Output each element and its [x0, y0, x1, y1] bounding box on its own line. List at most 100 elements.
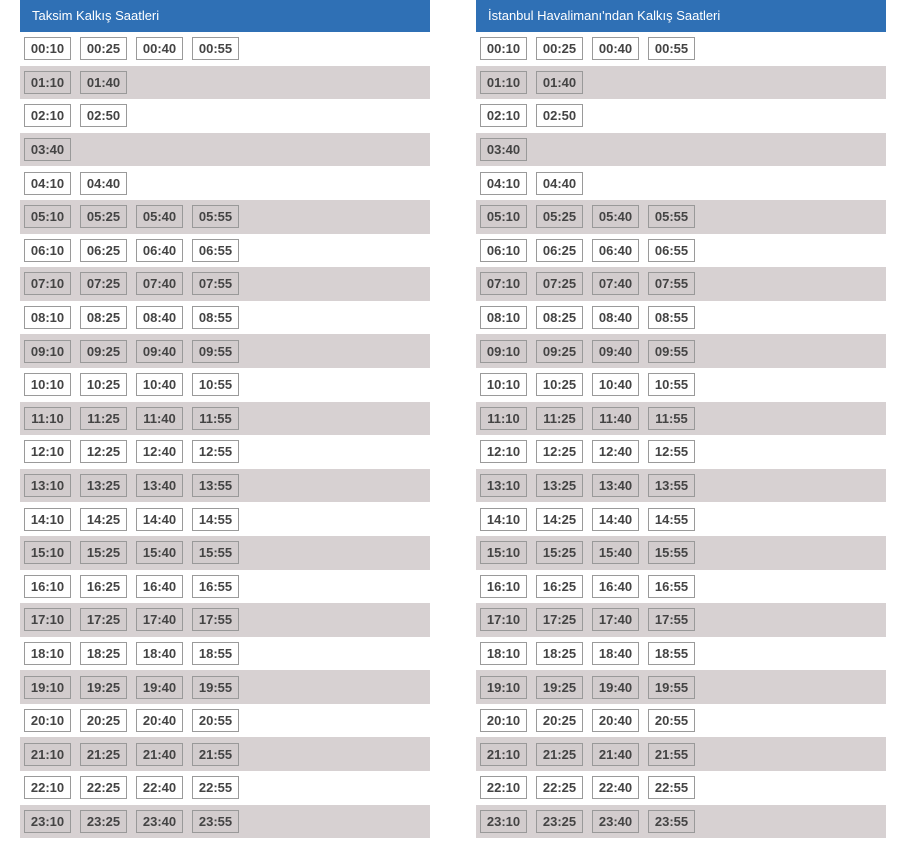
departure-time[interactable]: 04:40: [80, 171, 127, 195]
departure-time[interactable]: 00:40: [136, 37, 183, 61]
departure-time[interactable]: 14:10: [24, 507, 71, 531]
departure-time[interactable]: 00:10: [24, 37, 71, 61]
departure-time[interactable]: 00:10: [480, 37, 527, 61]
departure-time[interactable]: 11:55: [648, 406, 695, 430]
departure-time[interactable]: 18:55: [648, 641, 695, 665]
departure-time[interactable]: 05:10: [480, 205, 527, 229]
departure-time[interactable]: 05:40: [136, 205, 183, 229]
departure-time[interactable]: 23:55: [648, 809, 695, 833]
departure-time[interactable]: 17:10: [480, 608, 527, 632]
departure-time[interactable]: 21:55: [192, 742, 239, 766]
departure-time[interactable]: 06:10: [480, 238, 527, 262]
departure-time[interactable]: 01:10: [480, 70, 527, 94]
departure-time[interactable]: 08:10: [24, 306, 71, 330]
departure-time[interactable]: 02:50: [536, 104, 583, 128]
departure-time[interactable]: 22:40: [136, 776, 183, 800]
departure-time[interactable]: 14:40: [592, 507, 639, 531]
departure-time[interactable]: 07:25: [80, 272, 127, 296]
departure-time[interactable]: 10:25: [80, 373, 127, 397]
departure-time[interactable]: 06:40: [136, 238, 183, 262]
departure-time[interactable]: 10:40: [592, 373, 639, 397]
departure-time[interactable]: 14:55: [648, 507, 695, 531]
departure-time[interactable]: 20:55: [648, 709, 695, 733]
departure-time[interactable]: 05:55: [192, 205, 239, 229]
departure-time[interactable]: 07:10: [24, 272, 71, 296]
departure-time[interactable]: 21:40: [136, 742, 183, 766]
departure-time[interactable]: 01:40: [536, 70, 583, 94]
departure-time[interactable]: 11:25: [80, 406, 127, 430]
departure-time[interactable]: 20:25: [536, 709, 583, 733]
departure-time[interactable]: 18:40: [592, 641, 639, 665]
departure-time[interactable]: 06:25: [80, 238, 127, 262]
departure-time[interactable]: 21:10: [24, 742, 71, 766]
departure-time[interactable]: 16:10: [24, 574, 71, 598]
departure-time[interactable]: 22:40: [592, 776, 639, 800]
departure-time[interactable]: 18:55: [192, 641, 239, 665]
departure-time[interactable]: 11:10: [24, 406, 71, 430]
departure-time[interactable]: 23:55: [192, 809, 239, 833]
departure-time[interactable]: 14:10: [480, 507, 527, 531]
departure-time[interactable]: 20:10: [480, 709, 527, 733]
departure-time[interactable]: 17:40: [592, 608, 639, 632]
departure-time[interactable]: 22:25: [536, 776, 583, 800]
departure-time[interactable]: 00:25: [80, 37, 127, 61]
departure-time[interactable]: 22:55: [648, 776, 695, 800]
departure-time[interactable]: 05:40: [592, 205, 639, 229]
departure-time[interactable]: 09:25: [536, 339, 583, 363]
departure-time[interactable]: 08:40: [592, 306, 639, 330]
departure-time[interactable]: 15:40: [592, 541, 639, 565]
departure-time[interactable]: 11:55: [192, 406, 239, 430]
departure-time[interactable]: 08:55: [648, 306, 695, 330]
departure-time[interactable]: 08:25: [536, 306, 583, 330]
departure-time[interactable]: 23:10: [24, 809, 71, 833]
departure-time[interactable]: 07:10: [480, 272, 527, 296]
departure-time[interactable]: 16:25: [80, 574, 127, 598]
departure-time[interactable]: 15:25: [80, 541, 127, 565]
departure-time[interactable]: 17:25: [80, 608, 127, 632]
departure-time[interactable]: 04:10: [480, 171, 527, 195]
departure-time[interactable]: 19:10: [24, 675, 71, 699]
departure-time[interactable]: 13:40: [136, 474, 183, 498]
departure-time[interactable]: 21:55: [648, 742, 695, 766]
departure-time[interactable]: 05:25: [536, 205, 583, 229]
departure-time[interactable]: 02:10: [24, 104, 71, 128]
departure-time[interactable]: 21:25: [536, 742, 583, 766]
departure-time[interactable]: 19:55: [648, 675, 695, 699]
departure-time[interactable]: 08:55: [192, 306, 239, 330]
departure-time[interactable]: 12:55: [192, 440, 239, 464]
departure-time[interactable]: 14:55: [192, 507, 239, 531]
departure-time[interactable]: 19:10: [480, 675, 527, 699]
departure-time[interactable]: 12:10: [480, 440, 527, 464]
departure-time[interactable]: 07:40: [136, 272, 183, 296]
departure-time[interactable]: 16:40: [136, 574, 183, 598]
departure-time[interactable]: 12:40: [592, 440, 639, 464]
departure-time[interactable]: 12:10: [24, 440, 71, 464]
departure-time[interactable]: 08:25: [80, 306, 127, 330]
departure-time[interactable]: 04:40: [536, 171, 583, 195]
departure-time[interactable]: 17:10: [24, 608, 71, 632]
departure-time[interactable]: 19:40: [592, 675, 639, 699]
departure-time[interactable]: 09:40: [136, 339, 183, 363]
departure-time[interactable]: 06:40: [592, 238, 639, 262]
departure-time[interactable]: 09:55: [648, 339, 695, 363]
departure-time[interactable]: 15:25: [536, 541, 583, 565]
departure-time[interactable]: 15:55: [648, 541, 695, 565]
departure-time[interactable]: 09:40: [592, 339, 639, 363]
departure-time[interactable]: 20:55: [192, 709, 239, 733]
departure-time[interactable]: 03:40: [480, 138, 527, 162]
departure-time[interactable]: 16:55: [648, 574, 695, 598]
departure-time[interactable]: 19:25: [80, 675, 127, 699]
departure-time[interactable]: 21:40: [592, 742, 639, 766]
departure-time[interactable]: 13:10: [24, 474, 71, 498]
departure-time[interactable]: 04:10: [24, 171, 71, 195]
departure-time[interactable]: 21:10: [480, 742, 527, 766]
departure-time[interactable]: 12:55: [648, 440, 695, 464]
departure-time[interactable]: 07:40: [592, 272, 639, 296]
departure-time[interactable]: 19:55: [192, 675, 239, 699]
departure-time[interactable]: 05:10: [24, 205, 71, 229]
departure-time[interactable]: 09:10: [480, 339, 527, 363]
departure-time[interactable]: 13:25: [536, 474, 583, 498]
departure-time[interactable]: 10:10: [480, 373, 527, 397]
departure-time[interactable]: 22:55: [192, 776, 239, 800]
departure-time[interactable]: 18:40: [136, 641, 183, 665]
